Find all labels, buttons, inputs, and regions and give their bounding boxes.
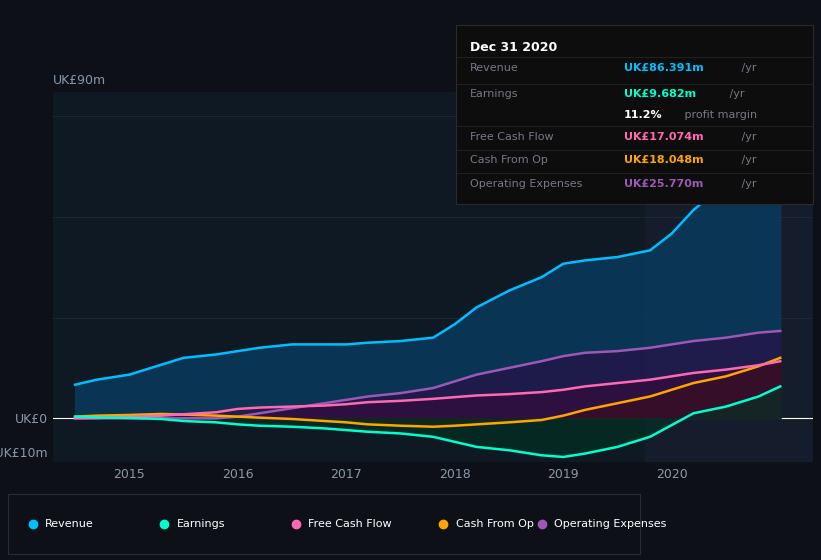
Text: /yr: /yr (738, 63, 756, 73)
Text: UK£18.048m: UK£18.048m (623, 156, 703, 166)
Text: profit margin: profit margin (681, 110, 757, 120)
Text: Cash From Op: Cash From Op (470, 156, 548, 166)
Text: UK£90m: UK£90m (53, 74, 107, 87)
Text: Operating Expenses: Operating Expenses (554, 519, 667, 529)
Text: /yr: /yr (738, 132, 756, 142)
Text: Revenue: Revenue (470, 63, 519, 73)
Text: /yr: /yr (738, 179, 756, 189)
Text: /yr: /yr (727, 89, 745, 99)
Text: Free Cash Flow: Free Cash Flow (470, 132, 553, 142)
Bar (644, 92, 813, 462)
Text: Earnings: Earnings (470, 89, 518, 99)
Text: UK£9.682m: UK£9.682m (623, 89, 695, 99)
Text: Revenue: Revenue (45, 519, 94, 529)
Text: UK£17.074m: UK£17.074m (623, 132, 703, 142)
Bar (8, 494, 640, 554)
Text: UK£86.391m: UK£86.391m (623, 63, 704, 73)
Text: /yr: /yr (738, 156, 756, 166)
Text: Cash From Op: Cash From Op (456, 519, 534, 529)
Text: Free Cash Flow: Free Cash Flow (308, 519, 392, 529)
Text: UK£25.770m: UK£25.770m (623, 179, 703, 189)
Text: Dec 31 2020: Dec 31 2020 (470, 41, 557, 54)
Text: Earnings: Earnings (177, 519, 225, 529)
Text: Operating Expenses: Operating Expenses (470, 179, 582, 189)
Text: 11.2%: 11.2% (623, 110, 662, 120)
